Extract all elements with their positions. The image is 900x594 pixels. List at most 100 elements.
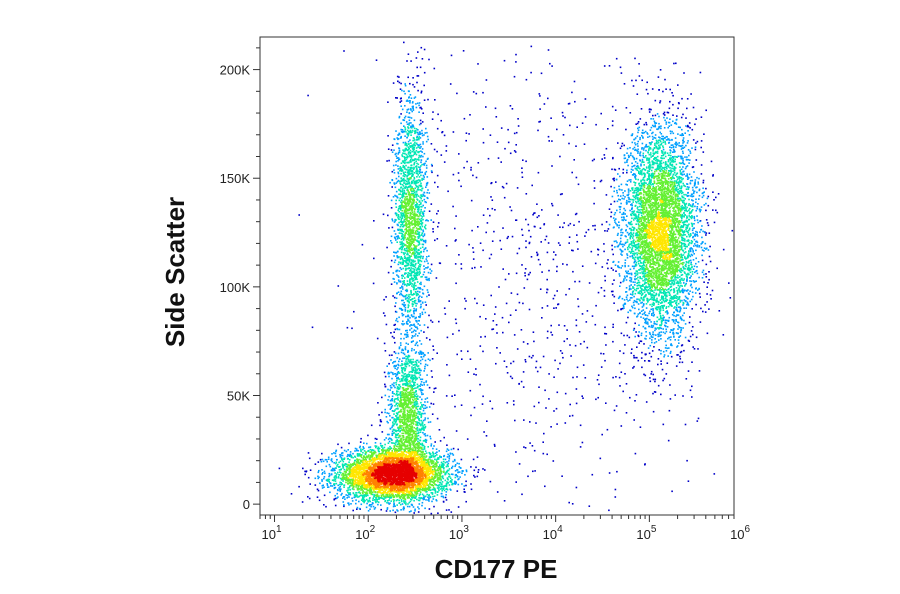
data-point bbox=[654, 124, 656, 126]
data-point bbox=[707, 282, 709, 284]
data-point bbox=[402, 368, 404, 371]
data-point bbox=[388, 395, 390, 398]
data-point bbox=[341, 454, 344, 457]
data-point bbox=[660, 317, 662, 320]
data-point bbox=[665, 306, 668, 308]
data-point bbox=[342, 496, 345, 498]
data-point bbox=[572, 270, 574, 273]
data-point bbox=[331, 469, 333, 471]
data-point bbox=[577, 298, 579, 300]
data-point bbox=[645, 318, 647, 320]
data-point bbox=[629, 255, 631, 258]
data-point bbox=[398, 81, 401, 84]
data-point bbox=[408, 272, 411, 275]
data-point bbox=[692, 268, 695, 270]
data-point bbox=[451, 473, 453, 475]
data-point bbox=[343, 486, 345, 488]
data-point bbox=[406, 329, 408, 332]
data-point bbox=[394, 305, 396, 308]
data-point bbox=[654, 114, 657, 117]
data-point bbox=[417, 174, 419, 176]
data-point bbox=[611, 168, 613, 171]
data-point bbox=[492, 328, 495, 330]
data-point bbox=[662, 154, 664, 157]
data-point bbox=[424, 132, 426, 134]
data-point bbox=[631, 294, 634, 296]
data-point bbox=[407, 315, 410, 318]
data-point bbox=[629, 209, 631, 212]
data-point bbox=[628, 245, 630, 248]
data-point bbox=[380, 420, 383, 423]
data-point bbox=[633, 260, 636, 263]
data-point bbox=[412, 315, 414, 318]
data-point bbox=[633, 312, 636, 315]
data-point bbox=[681, 97, 683, 100]
data-point bbox=[431, 358, 434, 360]
data-point bbox=[387, 135, 389, 137]
data-point bbox=[709, 245, 711, 248]
data-point bbox=[442, 485, 445, 488]
data-point bbox=[631, 306, 634, 309]
data-point bbox=[422, 215, 425, 217]
data-point bbox=[635, 331, 637, 333]
data-point bbox=[641, 142, 644, 145]
data-point bbox=[419, 132, 421, 134]
data-point bbox=[632, 257, 634, 259]
data-point bbox=[358, 500, 360, 503]
data-point bbox=[382, 213, 385, 216]
data-point bbox=[672, 280, 675, 282]
data-point bbox=[655, 139, 658, 142]
data-point bbox=[400, 290, 403, 293]
data-point bbox=[434, 455, 437, 457]
data-point bbox=[568, 102, 571, 105]
data-point bbox=[377, 402, 379, 404]
data-point bbox=[543, 432, 545, 435]
data-point bbox=[645, 145, 647, 147]
data-point bbox=[686, 235, 688, 238]
data-point bbox=[442, 496, 445, 499]
data-point bbox=[492, 320, 495, 322]
data-point bbox=[629, 279, 631, 282]
data-point bbox=[674, 294, 677, 297]
data-point bbox=[577, 183, 580, 186]
data-point bbox=[387, 442, 390, 444]
data-point bbox=[409, 82, 411, 85]
data-point bbox=[691, 308, 693, 310]
data-point bbox=[461, 470, 464, 473]
data-point bbox=[596, 379, 599, 381]
data-point bbox=[692, 203, 694, 205]
data-point bbox=[391, 170, 394, 173]
data-point bbox=[627, 270, 629, 273]
data-point bbox=[606, 262, 608, 265]
data-point bbox=[695, 288, 697, 290]
data-point bbox=[430, 512, 433, 515]
data-point bbox=[618, 198, 620, 201]
data-point bbox=[410, 360, 412, 363]
data-point bbox=[618, 296, 621, 299]
data-point bbox=[631, 291, 634, 293]
data-point bbox=[337, 463, 339, 466]
data-point bbox=[335, 482, 338, 485]
data-point bbox=[410, 327, 413, 330]
data-point bbox=[536, 251, 538, 254]
data-point bbox=[639, 160, 642, 162]
data-point bbox=[679, 317, 682, 320]
data-point bbox=[393, 503, 395, 506]
data-point bbox=[451, 395, 453, 397]
data-point bbox=[650, 335, 653, 337]
data-point bbox=[400, 186, 402, 189]
data-point bbox=[702, 181, 705, 184]
data-point bbox=[521, 234, 524, 236]
data-point bbox=[405, 100, 408, 102]
data-point bbox=[404, 347, 407, 350]
data-point bbox=[636, 256, 639, 259]
data-point bbox=[634, 275, 636, 278]
data-point bbox=[628, 227, 631, 230]
data-point bbox=[528, 229, 530, 232]
data-point bbox=[417, 323, 419, 325]
data-point bbox=[591, 315, 594, 317]
data-point bbox=[464, 297, 466, 300]
data-point bbox=[687, 480, 690, 482]
data-point bbox=[633, 288, 636, 291]
data-point bbox=[705, 263, 708, 266]
